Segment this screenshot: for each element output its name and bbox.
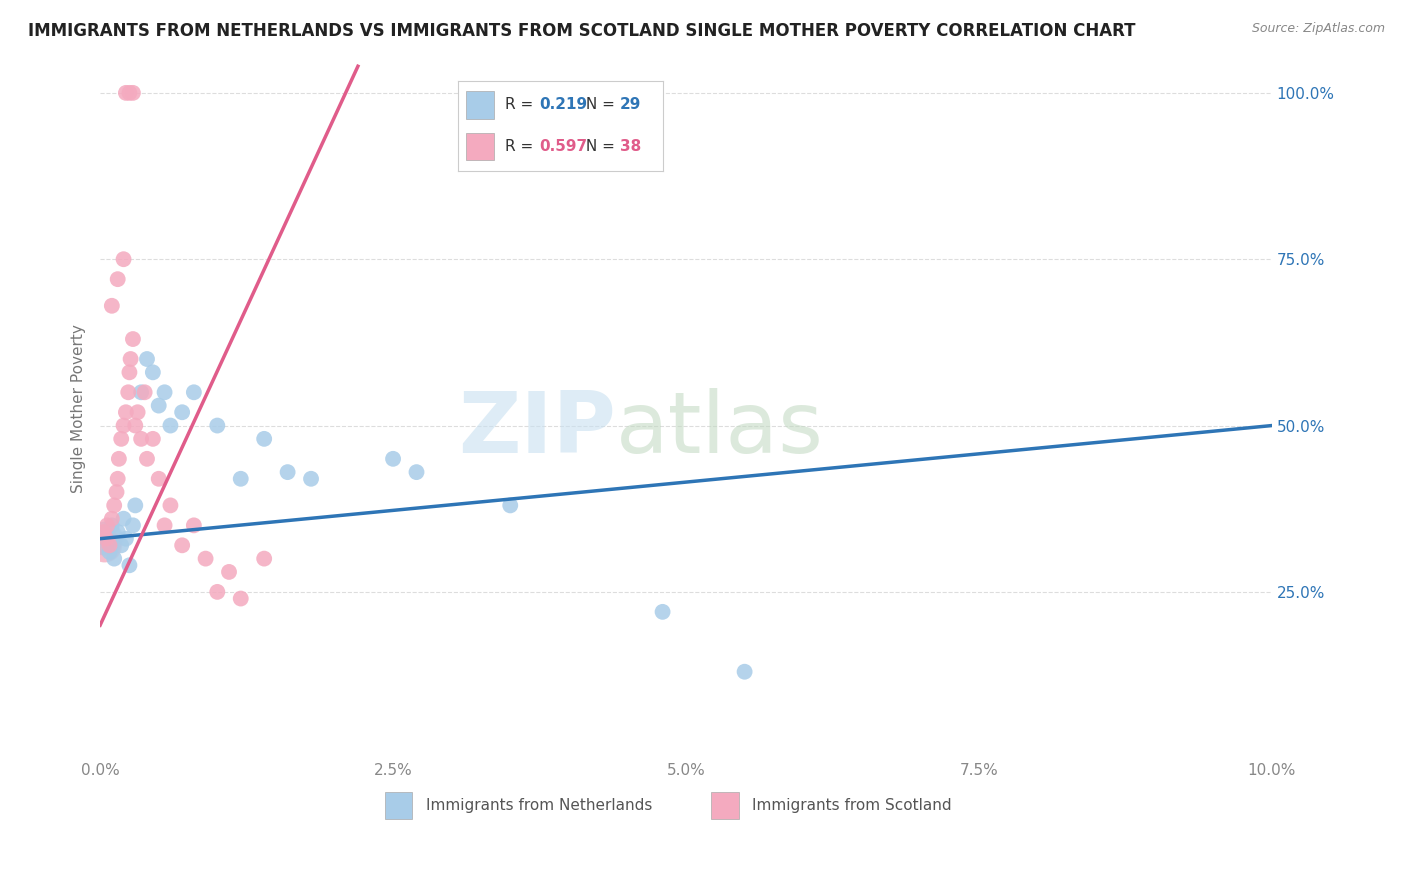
- Point: [110, 432, 132, 446]
- Point: [94, 532, 117, 546]
- Point: [94, 532, 117, 546]
- Point: [148, 399, 170, 413]
- Point: [172, 405, 194, 419]
- Point: [93, 524, 115, 539]
- Text: IMMIGRANTS FROM NETHERLANDS VS IMMIGRANTS FROM SCOTLAND SINGLE MOTHER POVERTY CO: IMMIGRANTS FROM NETHERLANDS VS IMMIGRANT…: [28, 22, 1136, 40]
- Point: [207, 418, 229, 433]
- Point: [120, 351, 142, 366]
- Point: [124, 499, 146, 513]
- Point: [94, 532, 117, 546]
- Point: [107, 472, 129, 486]
- Point: [101, 299, 124, 313]
- Point: [142, 432, 165, 446]
- Point: [105, 485, 128, 500]
- Point: [103, 499, 125, 513]
- Point: [112, 418, 135, 433]
- Text: ZIP: ZIP: [458, 388, 616, 471]
- Point: [107, 272, 129, 286]
- Point: [159, 499, 181, 513]
- Point: [253, 432, 276, 446]
- Point: [118, 86, 141, 100]
- Point: [253, 551, 276, 566]
- Point: [122, 332, 145, 346]
- Point: [136, 351, 159, 366]
- Point: [734, 665, 756, 679]
- Point: [122, 86, 145, 100]
- Point: [183, 518, 205, 533]
- Point: [134, 385, 156, 400]
- Point: [118, 558, 141, 573]
- Point: [115, 532, 138, 546]
- Point: [194, 551, 217, 566]
- Point: [93, 538, 115, 552]
- Point: [96, 518, 118, 533]
- Point: [651, 605, 673, 619]
- Point: [499, 499, 522, 513]
- Point: [110, 538, 132, 552]
- Point: [118, 365, 141, 379]
- Point: [103, 551, 125, 566]
- Point: [142, 365, 165, 379]
- Point: [207, 585, 229, 599]
- Point: [153, 518, 176, 533]
- Point: [94, 538, 117, 552]
- Point: [405, 465, 427, 479]
- Point: [115, 405, 138, 419]
- Text: atlas: atlas: [616, 388, 824, 471]
- Point: [148, 472, 170, 486]
- Point: [115, 86, 138, 100]
- Point: [172, 538, 194, 552]
- Point: [94, 532, 117, 546]
- Point: [277, 465, 299, 479]
- Point: [101, 512, 124, 526]
- Point: [107, 524, 129, 539]
- Point: [93, 538, 115, 552]
- Point: [94, 532, 117, 546]
- Point: [299, 472, 322, 486]
- Point: [229, 591, 252, 606]
- Point: [218, 565, 240, 579]
- Point: [129, 432, 152, 446]
- Point: [108, 451, 131, 466]
- Point: [112, 252, 135, 267]
- Point: [98, 545, 121, 559]
- Point: [122, 518, 145, 533]
- Point: [117, 385, 139, 400]
- Text: Source: ZipAtlas.com: Source: ZipAtlas.com: [1251, 22, 1385, 36]
- Y-axis label: Single Mother Poverty: Single Mother Poverty: [72, 325, 86, 493]
- Point: [101, 518, 124, 533]
- Point: [129, 385, 152, 400]
- Point: [153, 385, 176, 400]
- Point: [124, 418, 146, 433]
- Point: [112, 512, 135, 526]
- Point: [183, 385, 205, 400]
- Point: [136, 451, 159, 466]
- Point: [382, 451, 405, 466]
- Point: [229, 472, 252, 486]
- Point: [94, 538, 117, 552]
- Point: [98, 538, 121, 552]
- Point: [96, 532, 118, 546]
- Point: [127, 405, 149, 419]
- Point: [159, 418, 181, 433]
